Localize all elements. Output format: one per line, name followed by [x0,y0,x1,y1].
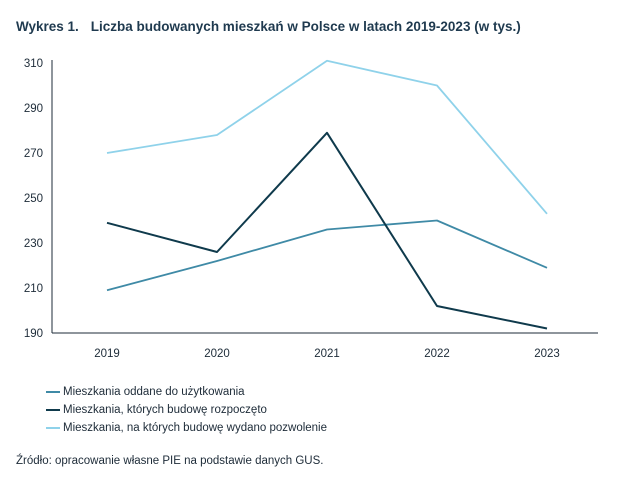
x-tick-label: 2022 [424,348,450,360]
legend-swatch [46,409,60,411]
y-axis-ticks: 190 210 230 250 270 290 310 [24,58,43,340]
series-line-0 [106,219,548,292]
y-tick-label: 250 [24,193,43,205]
legend: Mieszkania oddane do użytkowania Mieszka… [46,383,327,437]
series-line-1 [106,131,548,330]
y-tick-label: 190 [24,328,43,340]
x-axis-ticks: 2019 2020 2021 2022 2023 [94,348,560,360]
chart-title: Wykres 1. Liczba budowanych mieszkań w Po… [16,19,521,34]
legend-item-permits: Mieszkania, na których budowę wydano poz… [46,419,327,437]
legend-item-delivered: Mieszkania oddane do użytkowania [46,383,327,401]
y-tick-label: 210 [24,283,43,295]
y-tick-label: 270 [24,148,43,160]
figure-label: Wykres 1. [16,19,79,34]
x-tick-label: 2019 [94,348,120,360]
y-tick-label: 310 [24,58,43,70]
source-note: Źródło: opracowanie własne PIE na podsta… [16,455,324,467]
legend-swatch [46,427,60,429]
y-tick-label: 230 [24,238,43,250]
x-tick-label: 2023 [534,348,560,360]
legend-label: Mieszkania oddane do użytkowania [63,386,245,398]
x-tick-label: 2021 [314,348,340,360]
legend-swatch [46,391,60,393]
x-tick-label: 2020 [204,348,230,360]
series-lines [106,59,548,330]
legend-label: Mieszkania, na których budowę wydano poz… [63,422,328,434]
legend-item-started: Mieszkania, których budowę rozpoczęto [46,401,327,419]
legend-label: Mieszkania, których budowę rozpoczęto [63,404,267,416]
series-line-2 [106,59,548,215]
y-tick-label: 290 [24,103,43,115]
figure-title: Liczba budowanych mieszkań w Polsce w la… [90,19,521,34]
